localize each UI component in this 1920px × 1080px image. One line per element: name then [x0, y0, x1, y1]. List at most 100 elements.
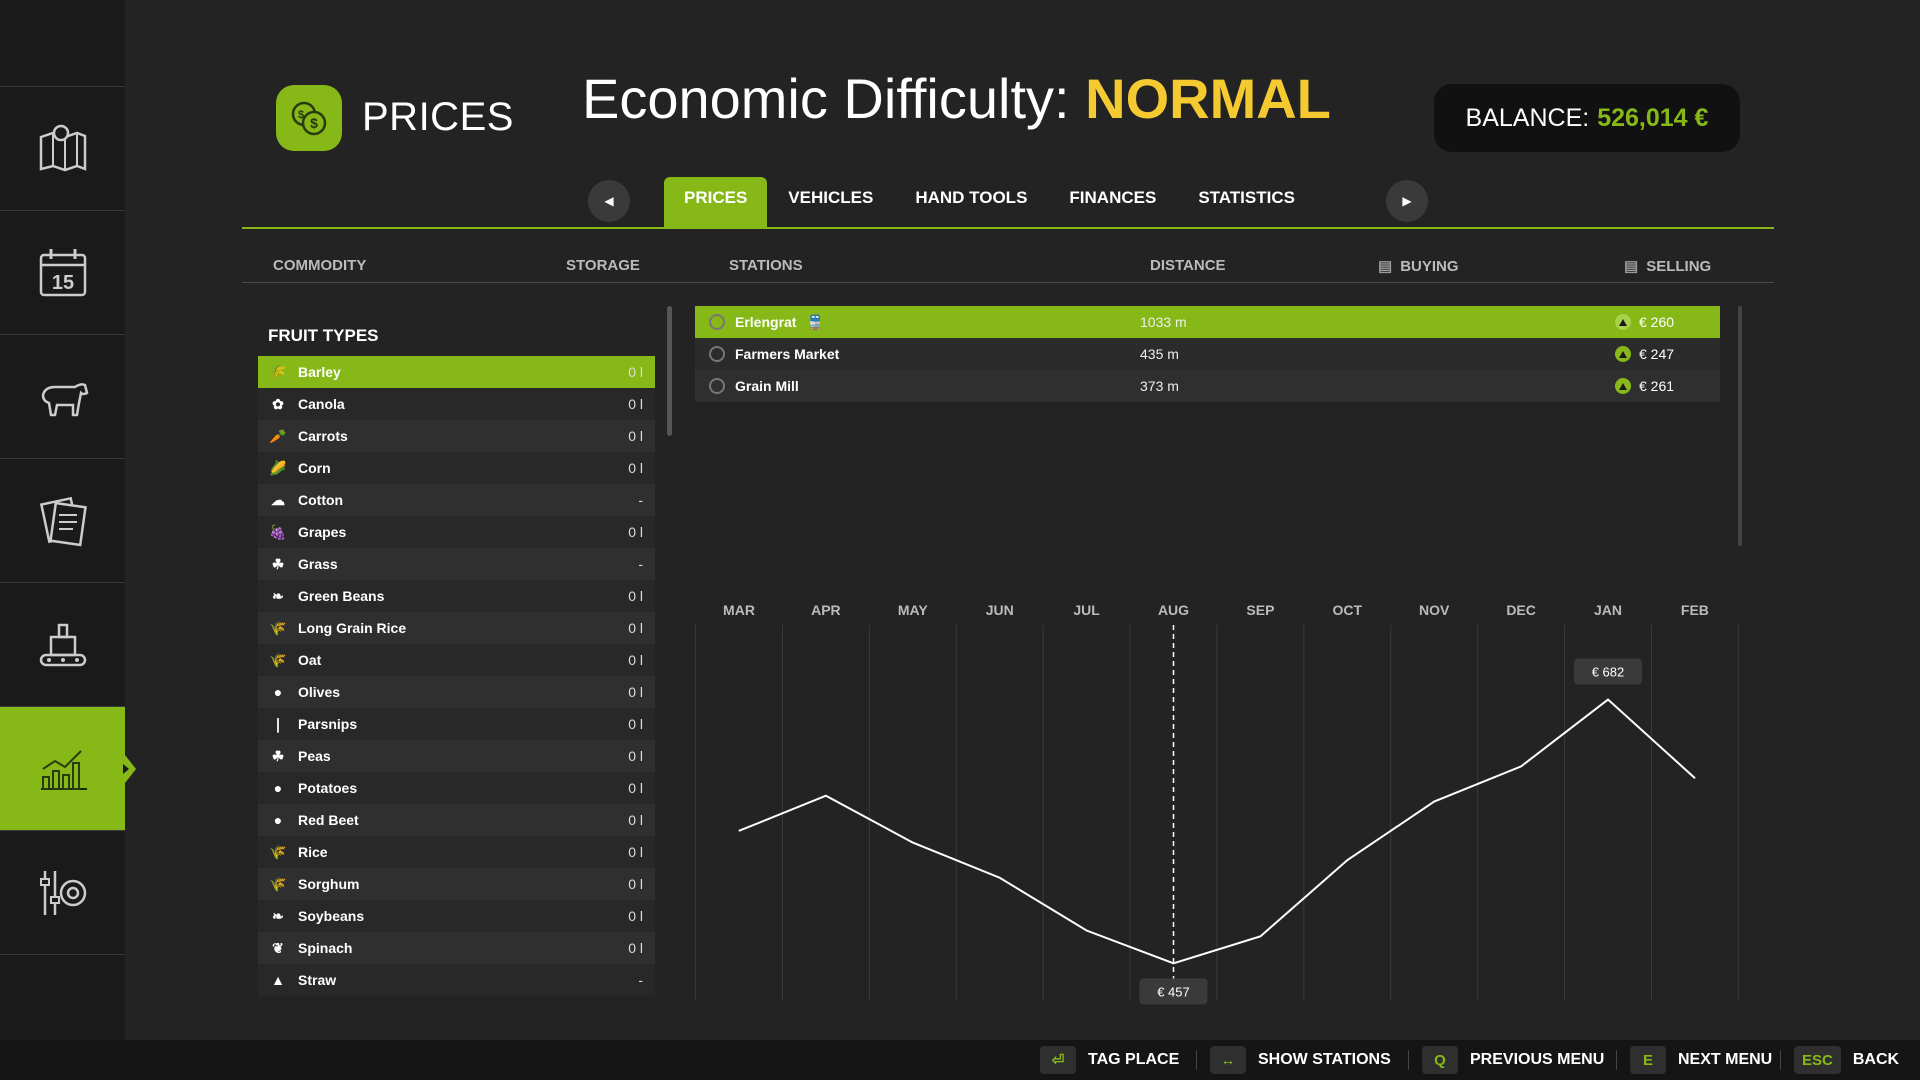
settings-icon	[39, 870, 86, 915]
prev-tab-button[interactable]: ◀	[588, 180, 630, 222]
chart-point	[738, 830, 740, 832]
sidebar-item-prices[interactable]	[0, 706, 136, 830]
commodity-list: 🌾 Barley 0 l ✿ Canola 0 l 🥕 Carrots 0 l 🌽 Corn 0 l ☁…	[258, 356, 655, 996]
commodity-name: Grass	[298, 556, 338, 572]
station-distance: 1033 m	[1140, 314, 1187, 330]
hint-previous-menu[interactable]: Q PREVIOUS MENU	[1422, 1046, 1604, 1074]
chart-point	[1259, 935, 1261, 937]
commodity-row[interactable]: 🥕 Carrots 0 l	[258, 420, 655, 452]
commodity-icon: 🌾	[269, 363, 287, 380]
hint-label: PREVIOUS MENU	[1470, 1051, 1605, 1068]
commodity-storage: 0 l	[628, 460, 643, 476]
commodity-row[interactable]: 🌾 Long Grain Rice 0 l	[258, 612, 655, 644]
esc-key-icon: ESC	[1794, 1046, 1841, 1074]
prices-icon: $ $	[276, 85, 342, 151]
bottom-bar	[0, 1040, 1920, 1080]
commodity-icon: 🌾	[269, 651, 287, 668]
map-icon	[39, 124, 86, 171]
commodity-row[interactable]: ☘ Grass -	[258, 548, 655, 580]
hint-show-stations[interactable]: ↔ SHOW STATIONS	[1210, 1046, 1391, 1074]
commodity-row[interactable]: ☁ Cotton -	[258, 484, 655, 516]
commodity-row[interactable]: 🌾 Barley 0 l	[258, 356, 655, 388]
annotation-label: € 457	[1157, 984, 1190, 999]
e-key-icon: E	[1630, 1046, 1666, 1074]
selling-label: SELLING	[1646, 258, 1712, 275]
commodity-row[interactable]: ● Potatoes 0 l	[258, 772, 655, 804]
tag-place-icon[interactable]	[709, 314, 725, 330]
sidebar-item-animals[interactable]	[0, 334, 125, 458]
tab-finances[interactable]: FINANCES	[1069, 188, 1157, 207]
station-selling-price: € 260	[1639, 314, 1675, 330]
commodity-icon: ❧	[272, 907, 284, 924]
commodity-row[interactable]: ✿ Canola 0 l	[258, 388, 655, 420]
column-divider	[242, 282, 1774, 283]
commodity-name: Soybeans	[298, 908, 365, 924]
tab-hand-tools[interactable]: HAND TOOLS	[915, 188, 1028, 207]
arrow-right-icon: ▶	[1402, 194, 1412, 208]
hint-next-menu[interactable]: E NEXT MENU	[1630, 1046, 1772, 1074]
balance-value: 526,014 €	[1597, 103, 1709, 132]
month-tick-label: FEB	[1681, 602, 1709, 618]
commodity-storage: 0 l	[628, 780, 643, 796]
commodity-row[interactable]: 🍇 Grapes 0 l	[258, 516, 655, 548]
sidebar-item-settings[interactable]	[0, 830, 125, 954]
hint-tag-place[interactable]: ⏎ TAG PLACE	[1040, 1046, 1179, 1074]
commodity-storage: 0 l	[628, 908, 643, 924]
commodity-name: Spinach	[298, 940, 353, 956]
economic-difficulty: Economic Difficulty: NORMAL	[582, 66, 1331, 131]
commodity-name: Carrots	[298, 428, 348, 444]
chart-point	[1433, 801, 1435, 803]
tab-prices[interactable]: PRICES	[664, 177, 768, 227]
commodity-row[interactable]: ❦ Spinach 0 l	[258, 932, 655, 964]
sidebar-item-calendar[interactable]: 15	[0, 210, 125, 334]
tag-place-icon[interactable]	[709, 378, 725, 394]
commodity-row[interactable]: 🌾 Oat 0 l	[258, 644, 655, 676]
selling-icon: ▤	[1624, 258, 1639, 275]
chart-point	[912, 842, 914, 844]
commodity-row[interactable]: ❧ Soybeans 0 l	[258, 900, 655, 932]
difficulty-value: NORMAL	[1085, 67, 1331, 130]
commodity-row[interactable]: ● Red Beet 0 l	[258, 804, 655, 836]
station-selling-price: € 247	[1639, 346, 1675, 362]
hint-back[interactable]: ESC BACK	[1794, 1046, 1899, 1074]
commodity-row[interactable]: ❘ Parsnips 0 l	[258, 708, 655, 740]
col-distance: DISTANCE	[1150, 257, 1226, 274]
station-row[interactable]: Farmers Market 435 m € 247	[695, 338, 1720, 370]
commodity-name: Green Beans	[298, 588, 385, 604]
commodity-row[interactable]: ● Olives 0 l	[258, 676, 655, 708]
station-row[interactable]: Grain Mill 373 m € 261	[695, 370, 1720, 402]
commodity-name: Corn	[298, 460, 331, 476]
buying-label: BUYING	[1400, 258, 1459, 275]
commodity-row[interactable]: ☘ Peas 0 l	[258, 740, 655, 772]
stations-scrollbar[interactable]	[1738, 306, 1742, 546]
commodity-row[interactable]: ▲ Straw -	[258, 964, 655, 996]
sidebar-item-map[interactable]	[0, 86, 125, 210]
fruit-types-title: FRUIT TYPES	[268, 326, 379, 345]
tag-place-icon[interactable]	[709, 346, 725, 362]
commodity-row[interactable]: ❧ Green Beans 0 l	[258, 580, 655, 612]
commodity-row[interactable]: 🌽 Corn 0 l	[258, 452, 655, 484]
commodity-storage: 0 l	[628, 652, 643, 668]
station-row[interactable]: Erlengrat 🚆 1033 m € 260	[695, 306, 1720, 338]
station-name-cell: Grain Mill	[735, 378, 1140, 394]
station-selling-price: € 261	[1639, 378, 1675, 394]
annotation-label: € 682	[1592, 665, 1625, 680]
commodity-scrollbar[interactable]	[667, 306, 672, 436]
station-name: Erlengrat	[735, 314, 797, 330]
price-up-icon	[1615, 314, 1631, 330]
commodity-row[interactable]: 🌾 Rice 0 l	[258, 836, 655, 868]
col-buying: ▤ BUYING	[1378, 257, 1459, 275]
prices-chart-icon	[40, 749, 87, 790]
sidebar-item-production[interactable]	[0, 582, 125, 706]
commodity-icon: ●	[273, 780, 283, 796]
commodity-storage: 0 l	[628, 748, 643, 764]
commodity-storage: 0 l	[628, 428, 643, 444]
commodity-icon: ☘	[271, 747, 285, 764]
tab-vehicles[interactable]: VEHICLES	[788, 188, 874, 207]
production-icon	[39, 623, 86, 666]
sidebar-item-contracts[interactable]	[0, 458, 125, 582]
commodity-storage: 0 l	[628, 812, 643, 828]
next-tab-button[interactable]: ▶	[1386, 180, 1428, 222]
tab-statistics[interactable]: STATISTICS	[1198, 188, 1295, 207]
commodity-row[interactable]: 🌾 Sorghum 0 l	[258, 868, 655, 900]
